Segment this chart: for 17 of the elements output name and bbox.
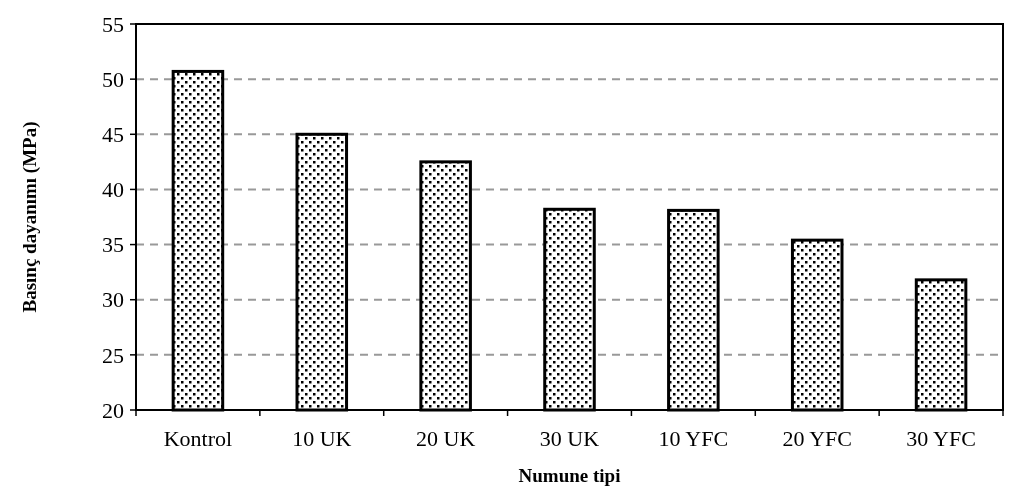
x-tick-label: Kontrol [163, 426, 233, 451]
y-tick-label: 20 [102, 397, 124, 423]
x-tick-label: 10 UK [292, 426, 352, 451]
y-tick-label: 25 [102, 342, 124, 368]
y-tick-label: 35 [102, 232, 124, 258]
x-axis-title: Numune tipi [518, 465, 621, 486]
x-tick-label: 30 UK [539, 426, 600, 451]
y-tick-label: 50 [102, 66, 124, 92]
y-axis-title: Basınç dayanımı (MPa) [19, 121, 41, 313]
y-tick-label: 40 [102, 177, 124, 203]
y-tick-label: 30 [102, 287, 124, 313]
y-tick-label: 55 [102, 11, 124, 37]
x-tick-label: 20 UK [416, 426, 476, 451]
x-tick-label: 30 YFC [906, 426, 976, 451]
x-tick-label: 20 YFC [782, 426, 852, 451]
y-tick-label: 45 [102, 121, 124, 147]
x-tick-label: 10 YFC [658, 426, 729, 451]
